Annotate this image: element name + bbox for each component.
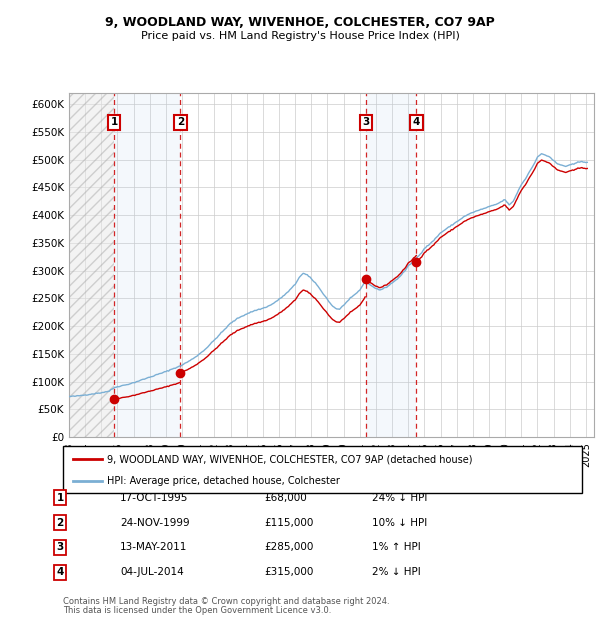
- Text: 2: 2: [177, 117, 184, 127]
- Text: 04-JUL-2014: 04-JUL-2014: [120, 567, 184, 577]
- Text: £68,000: £68,000: [264, 493, 307, 503]
- Text: 1: 1: [56, 493, 64, 503]
- Text: 1: 1: [110, 117, 118, 127]
- Text: 24% ↓ HPI: 24% ↓ HPI: [372, 493, 427, 503]
- Text: This data is licensed under the Open Government Licence v3.0.: This data is licensed under the Open Gov…: [63, 606, 331, 615]
- Text: 10% ↓ HPI: 10% ↓ HPI: [372, 518, 427, 528]
- Text: 17-OCT-1995: 17-OCT-1995: [120, 493, 188, 503]
- Text: £115,000: £115,000: [264, 518, 313, 528]
- Text: HPI: Average price, detached house, Colchester: HPI: Average price, detached house, Colc…: [107, 476, 340, 486]
- Text: 1% ↑ HPI: 1% ↑ HPI: [372, 542, 421, 552]
- Text: 13-MAY-2011: 13-MAY-2011: [120, 542, 187, 552]
- Text: 2% ↓ HPI: 2% ↓ HPI: [372, 567, 421, 577]
- Text: 4: 4: [413, 117, 420, 127]
- Text: Price paid vs. HM Land Registry's House Price Index (HPI): Price paid vs. HM Land Registry's House …: [140, 31, 460, 41]
- Text: 3: 3: [56, 542, 64, 552]
- Text: £315,000: £315,000: [264, 567, 313, 577]
- Bar: [366, 93, 416, 437]
- Text: Contains HM Land Registry data © Crown copyright and database right 2024.: Contains HM Land Registry data © Crown c…: [63, 597, 389, 606]
- Bar: [114, 93, 181, 437]
- Text: 24-NOV-1999: 24-NOV-1999: [120, 518, 190, 528]
- Text: 2: 2: [56, 518, 64, 528]
- Text: 9, WOODLAND WAY, WIVENHOE, COLCHESTER, CO7 9AP: 9, WOODLAND WAY, WIVENHOE, COLCHESTER, C…: [105, 16, 495, 29]
- FancyBboxPatch shape: [63, 446, 582, 493]
- Bar: [69, 93, 114, 437]
- Text: 9, WOODLAND WAY, WIVENHOE, COLCHESTER, CO7 9AP (detached house): 9, WOODLAND WAY, WIVENHOE, COLCHESTER, C…: [107, 454, 473, 464]
- Text: 3: 3: [362, 117, 370, 127]
- Text: 4: 4: [56, 567, 64, 577]
- Text: £285,000: £285,000: [264, 542, 313, 552]
